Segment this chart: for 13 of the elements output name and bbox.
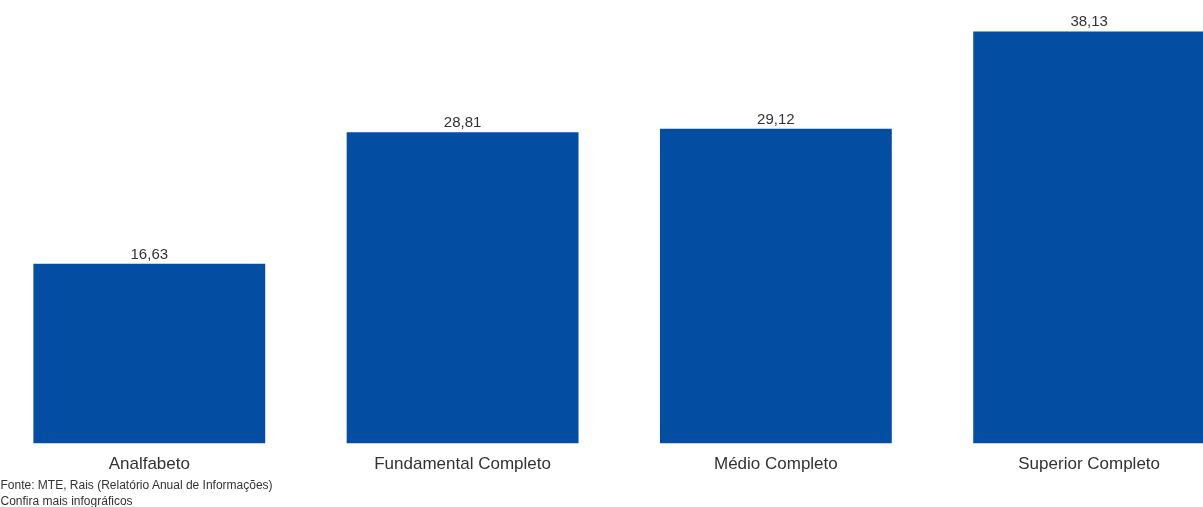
x-tick-label: Fundamental Completo [374,453,551,473]
data-label: 16,63 [130,244,169,262]
x-tick-label: Analfabeto [108,453,190,473]
x-tick-label: Superior Completo [1018,453,1161,473]
bar [346,132,579,444]
data-label: 29,12 [757,109,795,127]
bar [659,128,892,444]
source-note: Fonte: MTE, Rais (Relatório Anual de Informações) [0,477,273,492]
text: Confira mais infográficos [0,493,133,507]
data-label: 38,13 [1070,12,1108,30]
x-tick-label: Médio Completo [713,453,838,473]
data-label: 28,81 [443,113,482,131]
bar [33,263,266,444]
